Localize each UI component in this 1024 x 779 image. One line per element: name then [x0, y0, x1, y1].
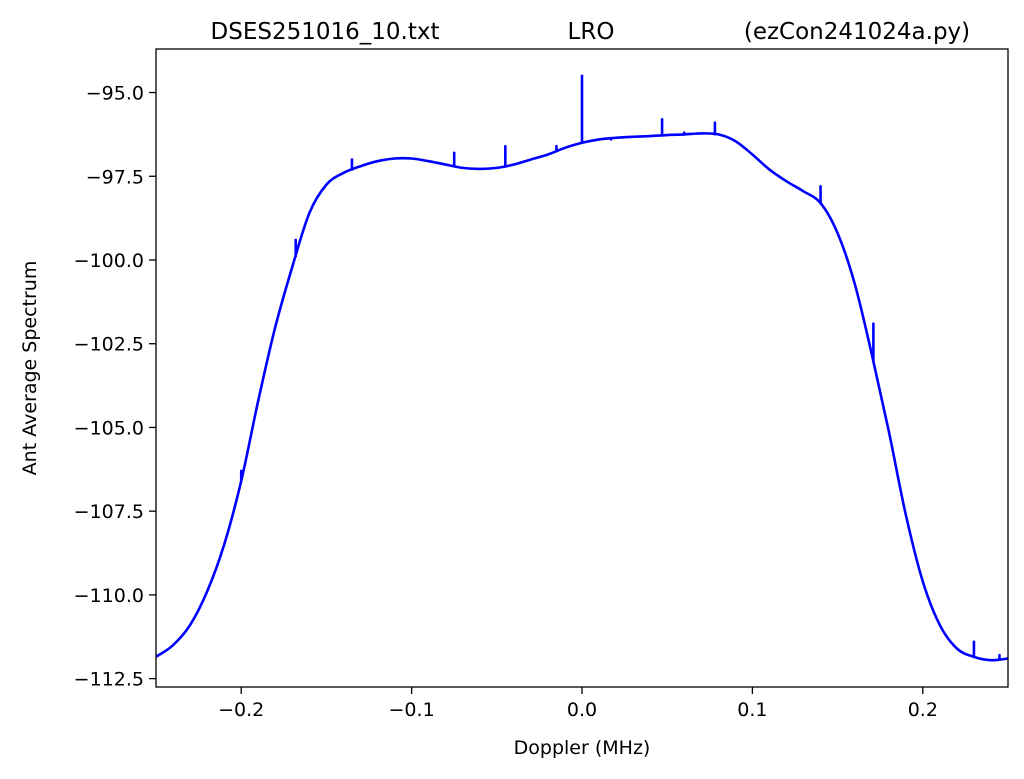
y-tick-label: −102.5: [74, 334, 144, 356]
y-tick-label: −110.0: [74, 585, 144, 607]
y-tick-label: −97.5: [86, 166, 144, 188]
chart-title-filename: DSES251016_10.txt: [211, 19, 440, 45]
plot-area: [156, 74, 1008, 662]
x-tick-label: 0.1: [737, 699, 767, 721]
y-tick-label: −100.0: [74, 250, 144, 272]
y-tick-label: −107.5: [74, 501, 144, 523]
x-tick-label: 0.0: [567, 699, 597, 721]
x-tick-label: −0.1: [389, 699, 435, 721]
x-axis-ticks: −0.2 −0.1 0.0 0.1 0.2: [218, 687, 938, 721]
chart-title-script: (ezCon241024a.py): [744, 19, 970, 45]
plot-frame: [155, 48, 1009, 688]
y-axis-ticks: −95.0 −97.5 −100.0 −102.5 −105.0 −107.5 −110.0…: [74, 83, 156, 691]
x-axis-label: Doppler (MHz): [514, 737, 651, 759]
y-axis-label: Ant Average Spectrum: [19, 261, 41, 476]
chart-title-source: LRO: [568, 19, 615, 45]
x-tick-label: 0.2: [908, 699, 938, 721]
y-tick-label: −105.0: [74, 417, 144, 439]
y-tick-label: −112.5: [74, 669, 144, 691]
x-tick-label: −0.2: [218, 699, 264, 721]
y-tick-label: −95.0: [86, 83, 144, 105]
